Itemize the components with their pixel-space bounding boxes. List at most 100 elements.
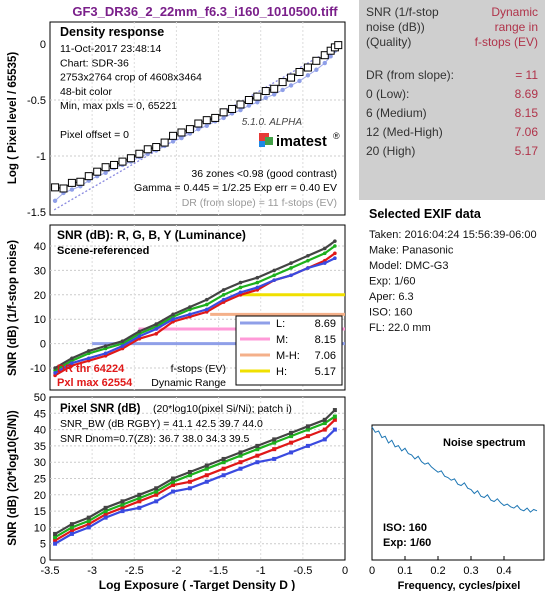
pixel-point-y xyxy=(103,505,108,510)
density-point-2 xyxy=(272,92,277,97)
snr-legend-title2: Dynamic Range xyxy=(151,377,226,389)
logo-text: imatest xyxy=(276,134,327,150)
noise-xtick-label: 0.2 xyxy=(430,565,445,577)
pixel-ytick-label: 10 xyxy=(34,522,46,534)
noise-xlabel: Frequency, cycles/pixel xyxy=(398,580,521,591)
pixel-point-y xyxy=(238,450,243,455)
density-square-marker xyxy=(295,68,304,76)
pixel-ytick-label: 5 xyxy=(40,539,46,551)
noise-iso: ISO: 160 xyxy=(383,522,427,534)
density-ytick-label: 0 xyxy=(40,39,46,51)
summary-row-value: 7.06 xyxy=(515,125,539,139)
snr-point-y xyxy=(103,344,108,348)
pixel-point-g xyxy=(137,496,142,501)
snr-point-y xyxy=(306,253,310,258)
snr-point-g xyxy=(289,266,293,270)
snr-point-b xyxy=(322,261,327,265)
snr-legend-box xyxy=(235,315,343,386)
pixel-point-y xyxy=(322,417,327,422)
snr-point-y xyxy=(322,246,327,251)
density-gamma: Gamma = 0.445 = 1/2.25 Exp err = 0.40 EV xyxy=(134,182,337,194)
exif-row: Exp: 1/60 xyxy=(369,276,415,288)
density-ylabel: Log ( Pixel level / 65535) xyxy=(7,52,19,184)
pixel-point-r xyxy=(53,538,58,543)
pixel-point-r xyxy=(272,447,277,452)
pixel-point-b xyxy=(322,437,327,442)
pixel-point-r xyxy=(154,492,159,497)
density-point-2 xyxy=(305,73,311,78)
exif-row: FL: 22.0 mm xyxy=(369,322,431,334)
density-square-marker xyxy=(67,178,76,187)
pixel-point-y xyxy=(221,456,226,461)
pixel-point-b xyxy=(154,499,159,504)
summary-row-label: DR (from slope): xyxy=(366,68,454,82)
pixel-xtick-label: -3 xyxy=(87,565,97,577)
density-ytick-label: -1.5 xyxy=(27,207,46,219)
density-square-marker xyxy=(185,125,194,134)
pixel-point-b xyxy=(204,479,209,484)
pixel-point-g xyxy=(69,525,74,530)
snr-point-y xyxy=(289,261,293,265)
density-heading: Density response xyxy=(60,25,164,39)
pixel-point-b xyxy=(255,460,260,465)
pixel-point-b xyxy=(69,531,74,536)
density-square-marker xyxy=(194,119,203,128)
density-square-marker xyxy=(278,78,287,87)
summary-row-value: = 11 xyxy=(515,68,538,82)
snr-point-b xyxy=(137,334,142,339)
pixel-point-r xyxy=(221,466,226,471)
snr-point-b xyxy=(289,273,293,278)
snr-ytick-label: 40 xyxy=(34,241,46,253)
pixel-ytick-label: 45 xyxy=(34,408,46,420)
pixel-point-y xyxy=(305,424,310,429)
pixel-point-y xyxy=(86,515,91,520)
snr-point-b xyxy=(120,344,125,348)
snr-point-g xyxy=(306,258,310,263)
pixel-snr-panel: 0 5 10 15 20 25 30 35 40 45 50 -3.5 -3 -2.5 -2 -1.5 -1 -0… xyxy=(7,392,348,591)
density-plot-area xyxy=(49,21,346,216)
snr-point-y xyxy=(137,329,142,334)
snr-point-y xyxy=(171,312,175,317)
pixel-point-g xyxy=(187,473,192,478)
noise-xtick-label: 0.3 xyxy=(463,565,478,577)
snr-legend-value: 8.15 xyxy=(315,334,336,346)
density-square-marker xyxy=(59,184,68,193)
density-square-marker xyxy=(244,96,253,104)
logo-square-blue xyxy=(259,141,265,147)
snr-point-b xyxy=(221,297,226,302)
pixel-snr-dnom: SNR Dnom=0.7(Z8): 36.7 38.0 34.3 39.5 xyxy=(60,433,250,445)
density-point-2 xyxy=(314,67,319,72)
density-square-marker xyxy=(303,63,312,72)
snr-legend-value: 8.69 xyxy=(315,318,336,330)
exif-row: Taken: 2016:04:24 15:56:39-06:00 xyxy=(369,229,537,241)
exif-heading: Selected EXIF data xyxy=(369,207,482,221)
density-square-marker xyxy=(160,138,169,147)
snr-point-g xyxy=(204,302,209,307)
density-square-marker xyxy=(143,145,152,154)
pixel-point-y xyxy=(120,499,125,504)
pixel-point-b xyxy=(272,456,277,461)
snr-heading: SNR (dB): R, G, B, Y (Luminance) xyxy=(57,228,246,242)
pixel-ytick-label: 35 xyxy=(34,441,46,453)
summary-header-left-1: SNR (1/f-stop xyxy=(366,5,439,19)
snr-series-g xyxy=(54,245,336,372)
snr-legend-label: M-H: xyxy=(276,350,300,362)
density-info-line: Pixel offset = 0 xyxy=(60,129,129,141)
density-square-marker xyxy=(270,84,279,93)
density-ytick-label: -1 xyxy=(36,151,46,163)
summary-row-label: 12 (Med-High) xyxy=(366,125,443,139)
snr-legend-value: 5.17 xyxy=(315,366,336,378)
pixel-point-g xyxy=(322,421,327,426)
density-info-line: 48-bit color xyxy=(60,86,112,98)
snr-point-r xyxy=(333,251,337,256)
snr-ylabel: SNR (dB) (1/f-stop noise) xyxy=(7,240,19,376)
pixel-point-b xyxy=(221,473,226,478)
noise-series xyxy=(371,426,538,513)
snr-point-b xyxy=(154,327,158,331)
summary-panel xyxy=(359,0,545,200)
pixel-point-y xyxy=(53,531,58,536)
density-point-2 xyxy=(280,87,285,93)
snr-point-b xyxy=(171,317,175,322)
snr-point-b xyxy=(86,356,91,361)
snr-point-g xyxy=(221,293,226,297)
